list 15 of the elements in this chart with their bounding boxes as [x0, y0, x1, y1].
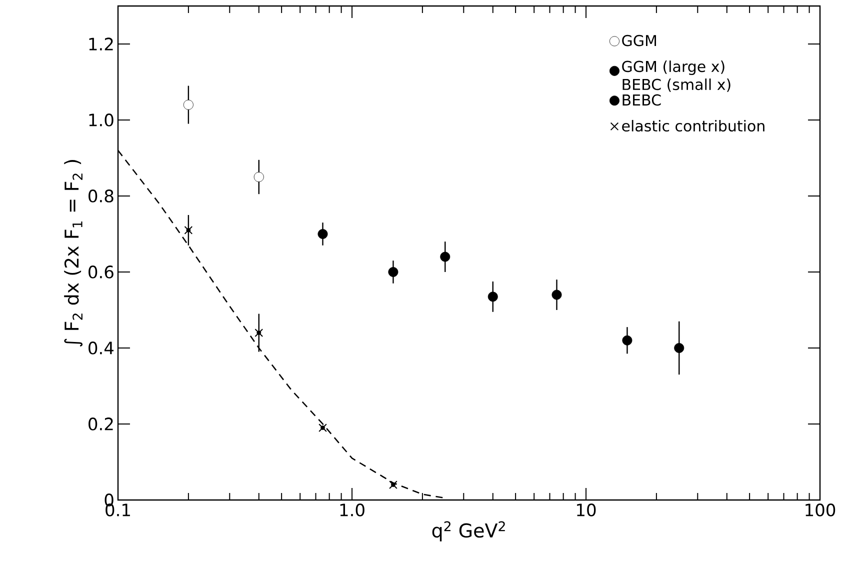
y-tick-label: 1.0	[89, 114, 114, 126]
legend-label: elastic contribution	[622, 120, 764, 132]
x-tick-label: 1.0	[340, 504, 364, 516]
legend-label: BEBC	[622, 94, 661, 106]
y-tick-label: 0.2	[88, 418, 113, 430]
x-tick-label: 10	[577, 504, 596, 516]
y-tick-label: 1.2	[89, 38, 113, 50]
y-tick-label: 0.4	[88, 342, 114, 354]
x-axis-title: q$^{2}$ GeV$^{2}$	[432, 521, 505, 542]
y-tick-label: 0.6	[88, 266, 114, 278]
y-tick-label: 0.8	[88, 190, 114, 202]
y-axis-title: ∫ F$_{2}$ dx (2x F$_{1}$ = F$_{2}$ )	[64, 160, 83, 347]
legend-label: GGM (large x) BEBC (small x)	[622, 60, 730, 92]
legend-label: GGM	[622, 34, 656, 46]
x-tick-label: 100	[806, 504, 836, 516]
